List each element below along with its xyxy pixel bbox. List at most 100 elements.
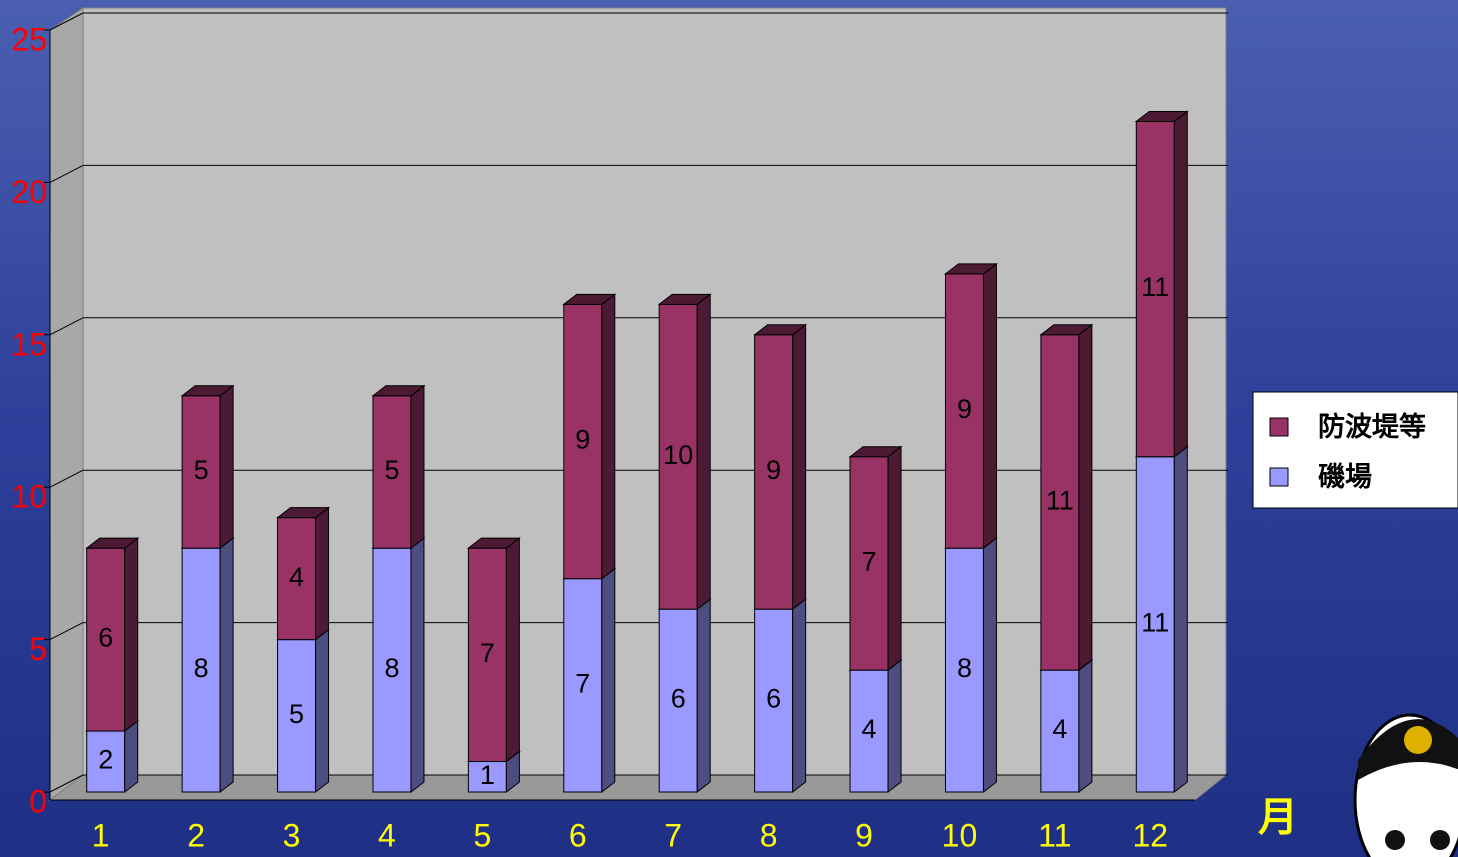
bar-side <box>124 537 139 733</box>
value-label: 7 <box>480 638 495 668</box>
bar-side <box>1173 110 1188 458</box>
bar-side <box>792 598 807 794</box>
bar-top <box>848 446 903 458</box>
side-grid-line <box>49 469 84 488</box>
x-tick-label: 9 <box>855 817 873 853</box>
x-tick-label: 1 <box>92 817 110 853</box>
bar-segment <box>944 547 984 793</box>
value-label: 9 <box>766 455 781 485</box>
bar-side <box>887 659 902 794</box>
bar-segment <box>181 547 221 793</box>
value-label: 6 <box>98 623 113 653</box>
bar-side <box>792 323 807 611</box>
bar-side <box>696 293 711 611</box>
value-label: 4 <box>862 714 877 744</box>
value-label: 5 <box>384 455 399 485</box>
y-tick-label: 25 <box>11 21 47 57</box>
bar-side <box>315 628 330 794</box>
bar-side <box>601 567 616 794</box>
bar-side <box>1078 323 1093 672</box>
x-tick-label: 12 <box>1132 817 1168 853</box>
bar-segment <box>372 547 412 793</box>
value-label: 9 <box>957 394 972 424</box>
bar-top <box>562 293 617 305</box>
value-label: 11 <box>1141 607 1169 637</box>
value-label: 1 <box>480 760 495 790</box>
bar-segment <box>1135 120 1175 458</box>
value-label: 8 <box>384 653 399 683</box>
y-tick-label: 20 <box>11 174 47 210</box>
bar-side <box>410 384 425 550</box>
y-tick-label: 10 <box>11 479 47 515</box>
side-grid-line <box>49 164 84 183</box>
legend-marker <box>1269 467 1289 487</box>
bar-top <box>371 385 426 397</box>
bar-side <box>219 384 234 550</box>
legend-label: 防波堤等 <box>1318 411 1426 442</box>
value-label: 2 <box>98 745 113 775</box>
x-tick-label: 8 <box>760 817 778 853</box>
value-label: 4 <box>289 562 304 592</box>
bar-side <box>1078 659 1093 794</box>
bar-segment <box>467 547 507 763</box>
legend-marker <box>1269 417 1289 437</box>
bar-side <box>887 445 902 672</box>
bar-top <box>657 293 712 305</box>
bar-top <box>180 385 235 397</box>
bar-side <box>315 506 330 641</box>
value-label: 6 <box>766 684 781 714</box>
value-label: 8 <box>194 653 209 683</box>
x-tick-label: 3 <box>283 817 301 853</box>
bar-segment <box>181 395 221 549</box>
bar-side <box>982 262 997 550</box>
bar-segment <box>754 334 794 610</box>
value-label: 5 <box>194 455 209 485</box>
bar-side <box>601 293 616 580</box>
bar-segment <box>563 578 603 793</box>
value-label: 10 <box>663 440 693 470</box>
value-label: 11 <box>1141 272 1169 302</box>
bar-segment <box>849 456 889 671</box>
bar-segment <box>86 547 126 732</box>
x-tick-label: 7 <box>664 817 682 853</box>
bar-top <box>1134 110 1189 122</box>
bar-segment <box>1040 334 1080 671</box>
value-label: 9 <box>575 425 590 455</box>
side-grid-line <box>49 774 84 793</box>
legend-label: 磯場 <box>1318 462 1372 492</box>
x-tick-label: 4 <box>378 817 396 853</box>
side-grid-line <box>49 12 84 31</box>
x-axis-label: 月 <box>1258 796 1298 840</box>
value-label: 11 <box>1046 486 1074 516</box>
side-wall <box>49 7 84 802</box>
bar-side <box>410 537 425 794</box>
x-tick-label: 2 <box>187 817 205 853</box>
bar-top <box>1039 324 1094 336</box>
bar-side <box>696 598 711 794</box>
bar-segment <box>277 517 317 641</box>
bar-segment <box>754 608 794 793</box>
bar-side <box>505 537 520 763</box>
bar-segment <box>563 303 603 580</box>
value-label: 7 <box>862 547 877 577</box>
value-label: 8 <box>957 653 972 683</box>
bar-top <box>753 324 808 336</box>
side-grid-line <box>49 317 84 336</box>
side-grid-line <box>49 622 84 641</box>
legend <box>1252 391 1458 509</box>
y-tick-label: 0 <box>29 783 47 819</box>
bar-side <box>219 537 234 794</box>
bar-side <box>124 720 139 794</box>
bar-top <box>466 537 521 549</box>
x-tick-label: 11 <box>1038 817 1071 853</box>
value-label: 4 <box>1052 714 1067 744</box>
y-tick-label: 5 <box>29 631 47 667</box>
x-tick-label: 6 <box>569 817 587 853</box>
value-label: 7 <box>575 668 590 698</box>
x-tick-label: 10 <box>942 817 978 853</box>
bar-side <box>982 537 997 794</box>
value-label: 5 <box>289 699 304 729</box>
bar-segment <box>849 669 889 793</box>
y-tick-label: 15 <box>11 326 47 362</box>
